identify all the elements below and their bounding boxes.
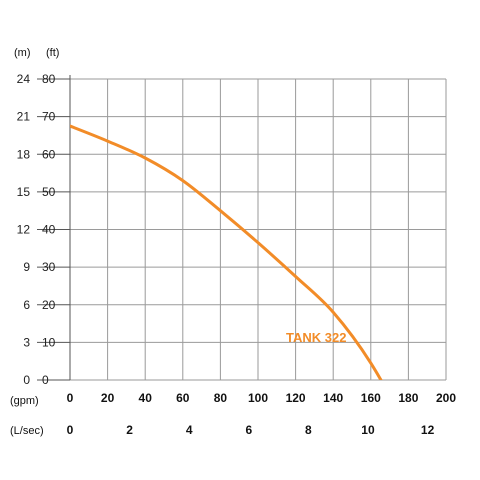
grid <box>69 78 447 381</box>
x-tick-label-lsec: 4 <box>186 423 193 437</box>
x-tick-label-lsec: 12 <box>421 423 435 437</box>
y-tick-label-m: 9 <box>23 260 30 274</box>
y-tick-label-ft: 70 <box>42 110 56 124</box>
y-tick-label-ft: 30 <box>42 260 56 274</box>
x-tick-label-gpm: 60 <box>176 391 190 405</box>
y-tick-label-ft: 40 <box>42 223 56 237</box>
x-tick-label-gpm: 0 <box>67 391 74 405</box>
unit-label-ft: (ft) <box>46 47 59 59</box>
x-tick-label-gpm: 20 <box>101 391 115 405</box>
y-tick-label-m: 12 <box>17 223 31 237</box>
unit-label-m: (m) <box>14 47 31 59</box>
y-tick-label-m: 3 <box>23 335 30 349</box>
unit-label-gpm: (gpm) <box>10 395 39 407</box>
x-tick-label-gpm: 100 <box>248 391 268 405</box>
y-tick-label-ft: 60 <box>42 147 56 161</box>
y-tick-label-ft: 20 <box>42 298 56 312</box>
x-tick-label-lsec: 8 <box>305 423 312 437</box>
x-tick-label-lsec: 10 <box>361 423 375 437</box>
y-ticks-feet: 0 10 20 30 40 50 60 70 80 <box>37 72 70 387</box>
x-tick-label-gpm: 160 <box>361 391 381 405</box>
x-tick-label-lsec: 0 <box>67 423 74 437</box>
x-tick-label-lsec: 2 <box>126 423 133 437</box>
y-tick-label-ft: 80 <box>42 72 56 86</box>
y-tick-label-m: 6 <box>23 298 30 312</box>
y-tick-label-ft: 10 <box>42 335 56 349</box>
x-tick-label-gpm: 200 <box>436 391 456 405</box>
series-line <box>70 124 383 380</box>
y-ticks-meters: 0 3 6 9 12 15 18 21 24 <box>17 72 31 387</box>
y-tick-label-m: 15 <box>17 185 31 199</box>
x-tick-label-gpm: 40 <box>139 391 153 405</box>
x-ticks-lsec: 0 2 4 6 8 10 12 <box>67 423 435 437</box>
y-tick-label-ft: 50 <box>42 185 56 199</box>
x-ticks-gpm: 0 20 40 60 80 100 120 140 160 180 200 <box>67 391 457 405</box>
unit-label-lsec: (L/sec) <box>10 425 44 437</box>
annotation-tank-322: TANK 322 <box>286 330 346 345</box>
y-tick-label-m: 0 <box>23 373 30 387</box>
x-tick-label-lsec: 6 <box>245 423 252 437</box>
y-tick-label-m: 21 <box>17 110 31 124</box>
x-tick-label-gpm: 120 <box>286 391 306 405</box>
x-tick-label-gpm: 140 <box>323 391 343 405</box>
y-tick-label-m: 24 <box>17 72 31 86</box>
y-tick-label-m: 18 <box>17 147 31 161</box>
x-tick-label-gpm: 180 <box>398 391 418 405</box>
x-tick-label-gpm: 80 <box>214 391 228 405</box>
y-tick-label-ft: 0 <box>42 373 49 387</box>
